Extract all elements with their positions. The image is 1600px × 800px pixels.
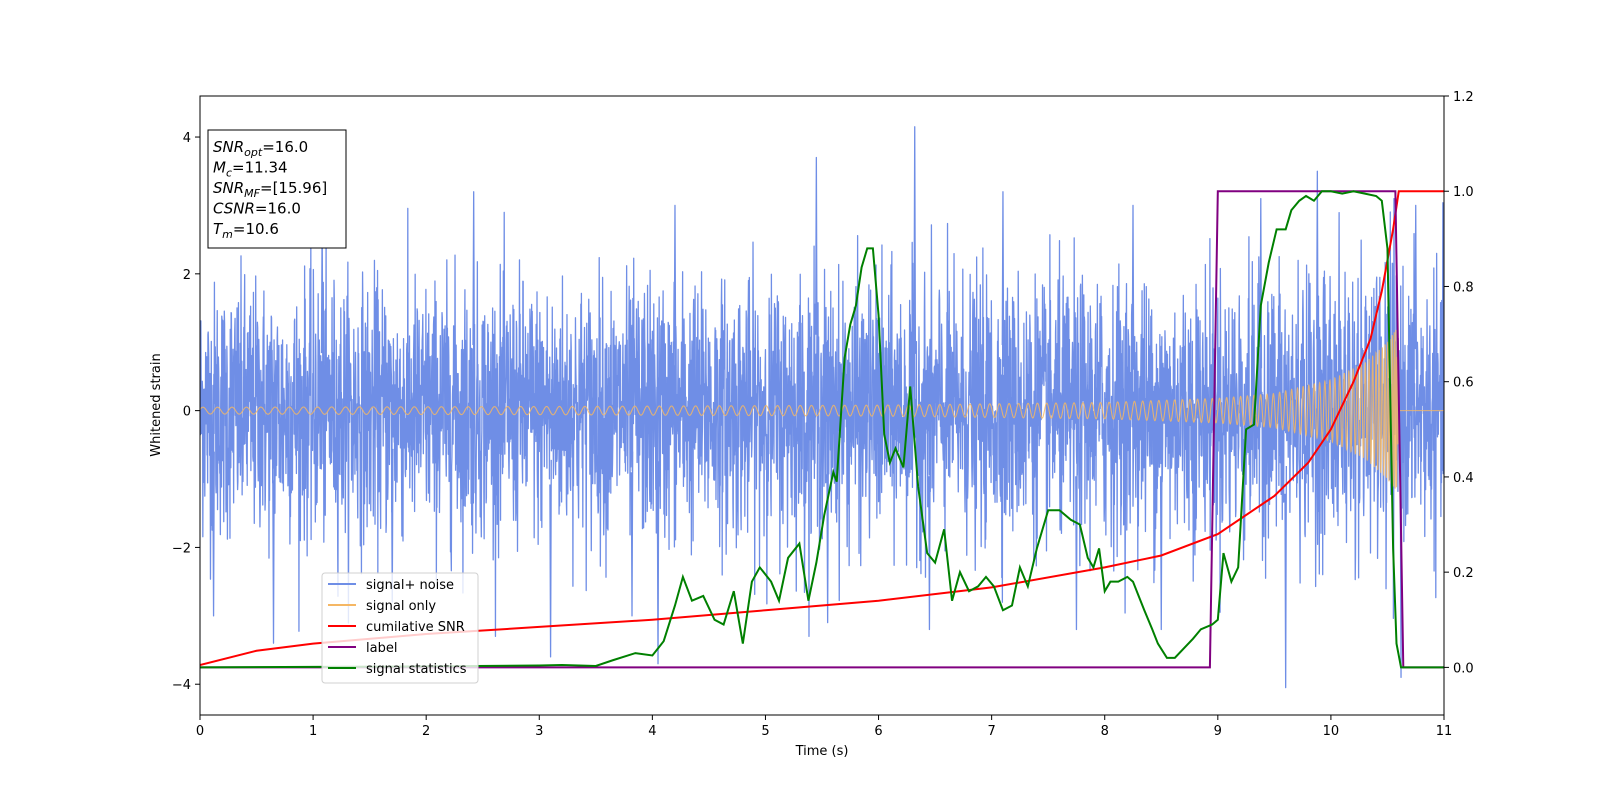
y-right-tick-label: 1.0 <box>1453 185 1474 200</box>
x-tick-label: 9 <box>1214 724 1222 739</box>
y-left-tick-label: −4 <box>172 678 191 693</box>
y-right-tick-label: 0.6 <box>1453 376 1474 391</box>
y-axis-right-ticks: 0.0 0.2 0.4 0.6 0.8 1.0 1.2 <box>1444 90 1474 676</box>
x-tick-label: 6 <box>874 724 882 739</box>
y-axis-left-ticks: −4 −2 0 2 4 <box>172 131 200 693</box>
y-axis-label: Whitened strain <box>149 353 164 456</box>
x-axis-label: Time (s) <box>795 744 849 759</box>
annotation-line: CSNR=16.0 <box>213 200 301 218</box>
annotation-box: SNRopt=16.0Mc=11.34SNRMF=[15.96]CSNR=16.… <box>207 129 347 249</box>
x-axis-ticks: 0 1 2 3 4 5 6 7 8 9 10 11 <box>196 715 1452 739</box>
y-right-tick-label: 0.0 <box>1453 661 1474 676</box>
legend-label: signal statistics <box>366 662 467 677</box>
y-left-tick-label: 4 <box>183 131 191 146</box>
series-line-signal-statistics <box>200 190 1444 669</box>
x-tick-label: 8 <box>1101 724 1109 739</box>
legend-label: cumilative SNR <box>366 620 465 635</box>
legend: signal+ noise signal only cumilative SNR la… <box>321 572 479 684</box>
legend-label: signal only <box>366 599 436 614</box>
y-right-tick-label: 1.2 <box>1453 90 1474 105</box>
y-left-tick-label: 2 <box>183 268 191 283</box>
plot-frame <box>199 95 1445 716</box>
x-tick-label: 2 <box>422 724 430 739</box>
y-right-tick-label: 0.8 <box>1453 280 1474 295</box>
plot-area <box>200 126 1444 689</box>
legend-label: signal+ noise <box>366 578 454 593</box>
annotation-line: SNRMF=[15.96] <box>213 179 327 200</box>
x-tick-label: 4 <box>648 724 656 739</box>
x-tick-label: 5 <box>761 724 769 739</box>
legend-label: label <box>366 641 397 656</box>
x-tick-label: 10 <box>1323 724 1340 739</box>
x-tick-label: 11 <box>1436 724 1453 739</box>
x-tick-label: 1 <box>309 724 317 739</box>
annotation-line: Tm=10.6 <box>213 220 279 241</box>
legend-frame <box>321 572 479 684</box>
y-left-tick-label: −2 <box>172 541 191 556</box>
x-tick-label: 3 <box>535 724 543 739</box>
y-right-tick-label: 0.4 <box>1453 471 1474 486</box>
series-line-signal-only <box>200 329 1444 489</box>
y-right-tick-label: 0.2 <box>1453 566 1474 581</box>
annotation-line: SNRopt=16.0 <box>213 138 308 159</box>
series-line-signal-noise <box>200 126 1444 689</box>
x-tick-label: 7 <box>987 724 995 739</box>
x-tick-label: 0 <box>196 724 204 739</box>
annotation-line: Mc=11.34 <box>213 159 288 180</box>
y-left-tick-label: 0 <box>183 405 191 420</box>
